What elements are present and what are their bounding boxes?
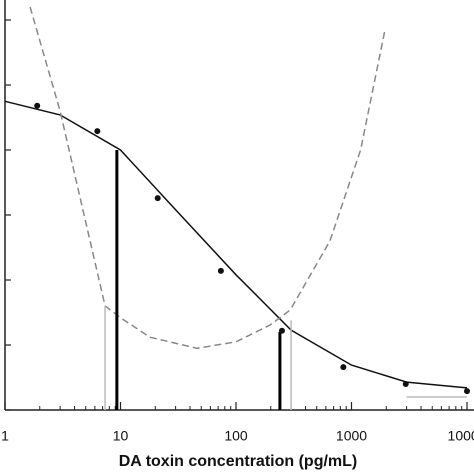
curve (29, 6, 386, 350)
data-point (154, 195, 161, 202)
curve (4, 100, 468, 389)
data-point (34, 102, 41, 109)
x-tick-label: 10 (113, 428, 129, 444)
data-point (94, 128, 101, 135)
data-point (402, 381, 409, 387)
x-tick-label: 100 (224, 428, 248, 444)
data-point (464, 388, 470, 395)
x-tick-label: 1 (1, 428, 9, 444)
data-point (340, 364, 347, 371)
x-axis-title: DA toxin concentration (pg/mL) (119, 453, 358, 470)
data-point (217, 267, 224, 274)
x-tick-label: 10000 (448, 428, 474, 444)
data-point (278, 327, 285, 334)
x-tick-label: 1000 (336, 428, 367, 444)
